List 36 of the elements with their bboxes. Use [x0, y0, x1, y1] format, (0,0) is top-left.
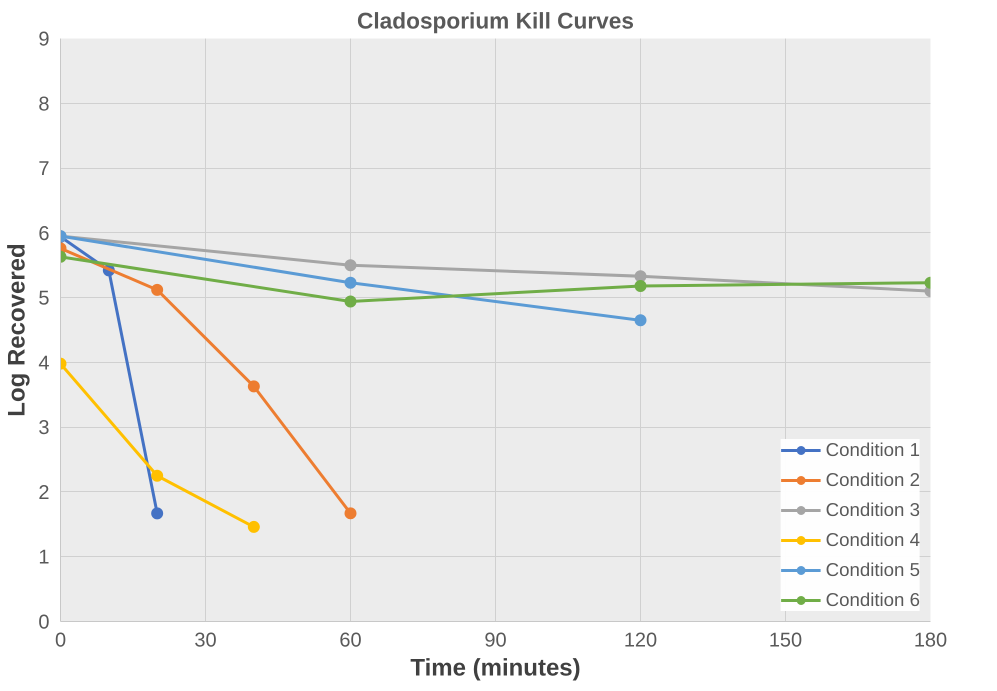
x-tick-label: 90	[484, 630, 507, 652]
chart-title: Cladosporium Kill Curves	[357, 8, 634, 34]
y-tick-label: 8	[38, 93, 50, 116]
y-tick-label: 0	[38, 612, 50, 634]
point	[151, 470, 164, 482]
point	[248, 520, 260, 533]
point	[344, 259, 356, 272]
x-tick-label: 60	[339, 630, 362, 652]
legend-label: Condition 2	[826, 469, 920, 491]
y-tick-label: 5	[38, 288, 50, 310]
x-tick-label: 150	[768, 630, 802, 652]
x-tick-label: 30	[194, 630, 217, 652]
point	[344, 507, 356, 520]
point	[634, 314, 646, 326]
point	[634, 270, 646, 282]
y-tick-label: 2	[38, 482, 50, 504]
point	[248, 380, 260, 392]
point	[344, 276, 356, 289]
point	[151, 284, 164, 296]
y-tick-label: 6	[38, 222, 50, 245]
y-tick-label: 7	[38, 158, 50, 180]
x-tick-label: 0	[54, 630, 66, 652]
legend-label: Condition 5	[826, 559, 920, 581]
x-tick-label: 120	[624, 630, 658, 652]
legend-label: Condition 3	[826, 499, 920, 521]
y-tick-label: 3	[38, 417, 50, 440]
legend-label: Condition 4	[826, 529, 920, 551]
y-axis-title: Log Recovered	[3, 243, 30, 417]
y-tick-label: 9	[38, 28, 50, 50]
y-tick-label: 1	[38, 546, 50, 569]
legend-label: Condition 6	[826, 589, 920, 611]
y-tick-label: 4	[38, 352, 50, 374]
legend-label: Condition 1	[826, 439, 920, 461]
x-tick-label: 180	[914, 630, 948, 652]
point	[151, 507, 164, 520]
x-axis-title: Time (minutes)	[410, 654, 581, 682]
